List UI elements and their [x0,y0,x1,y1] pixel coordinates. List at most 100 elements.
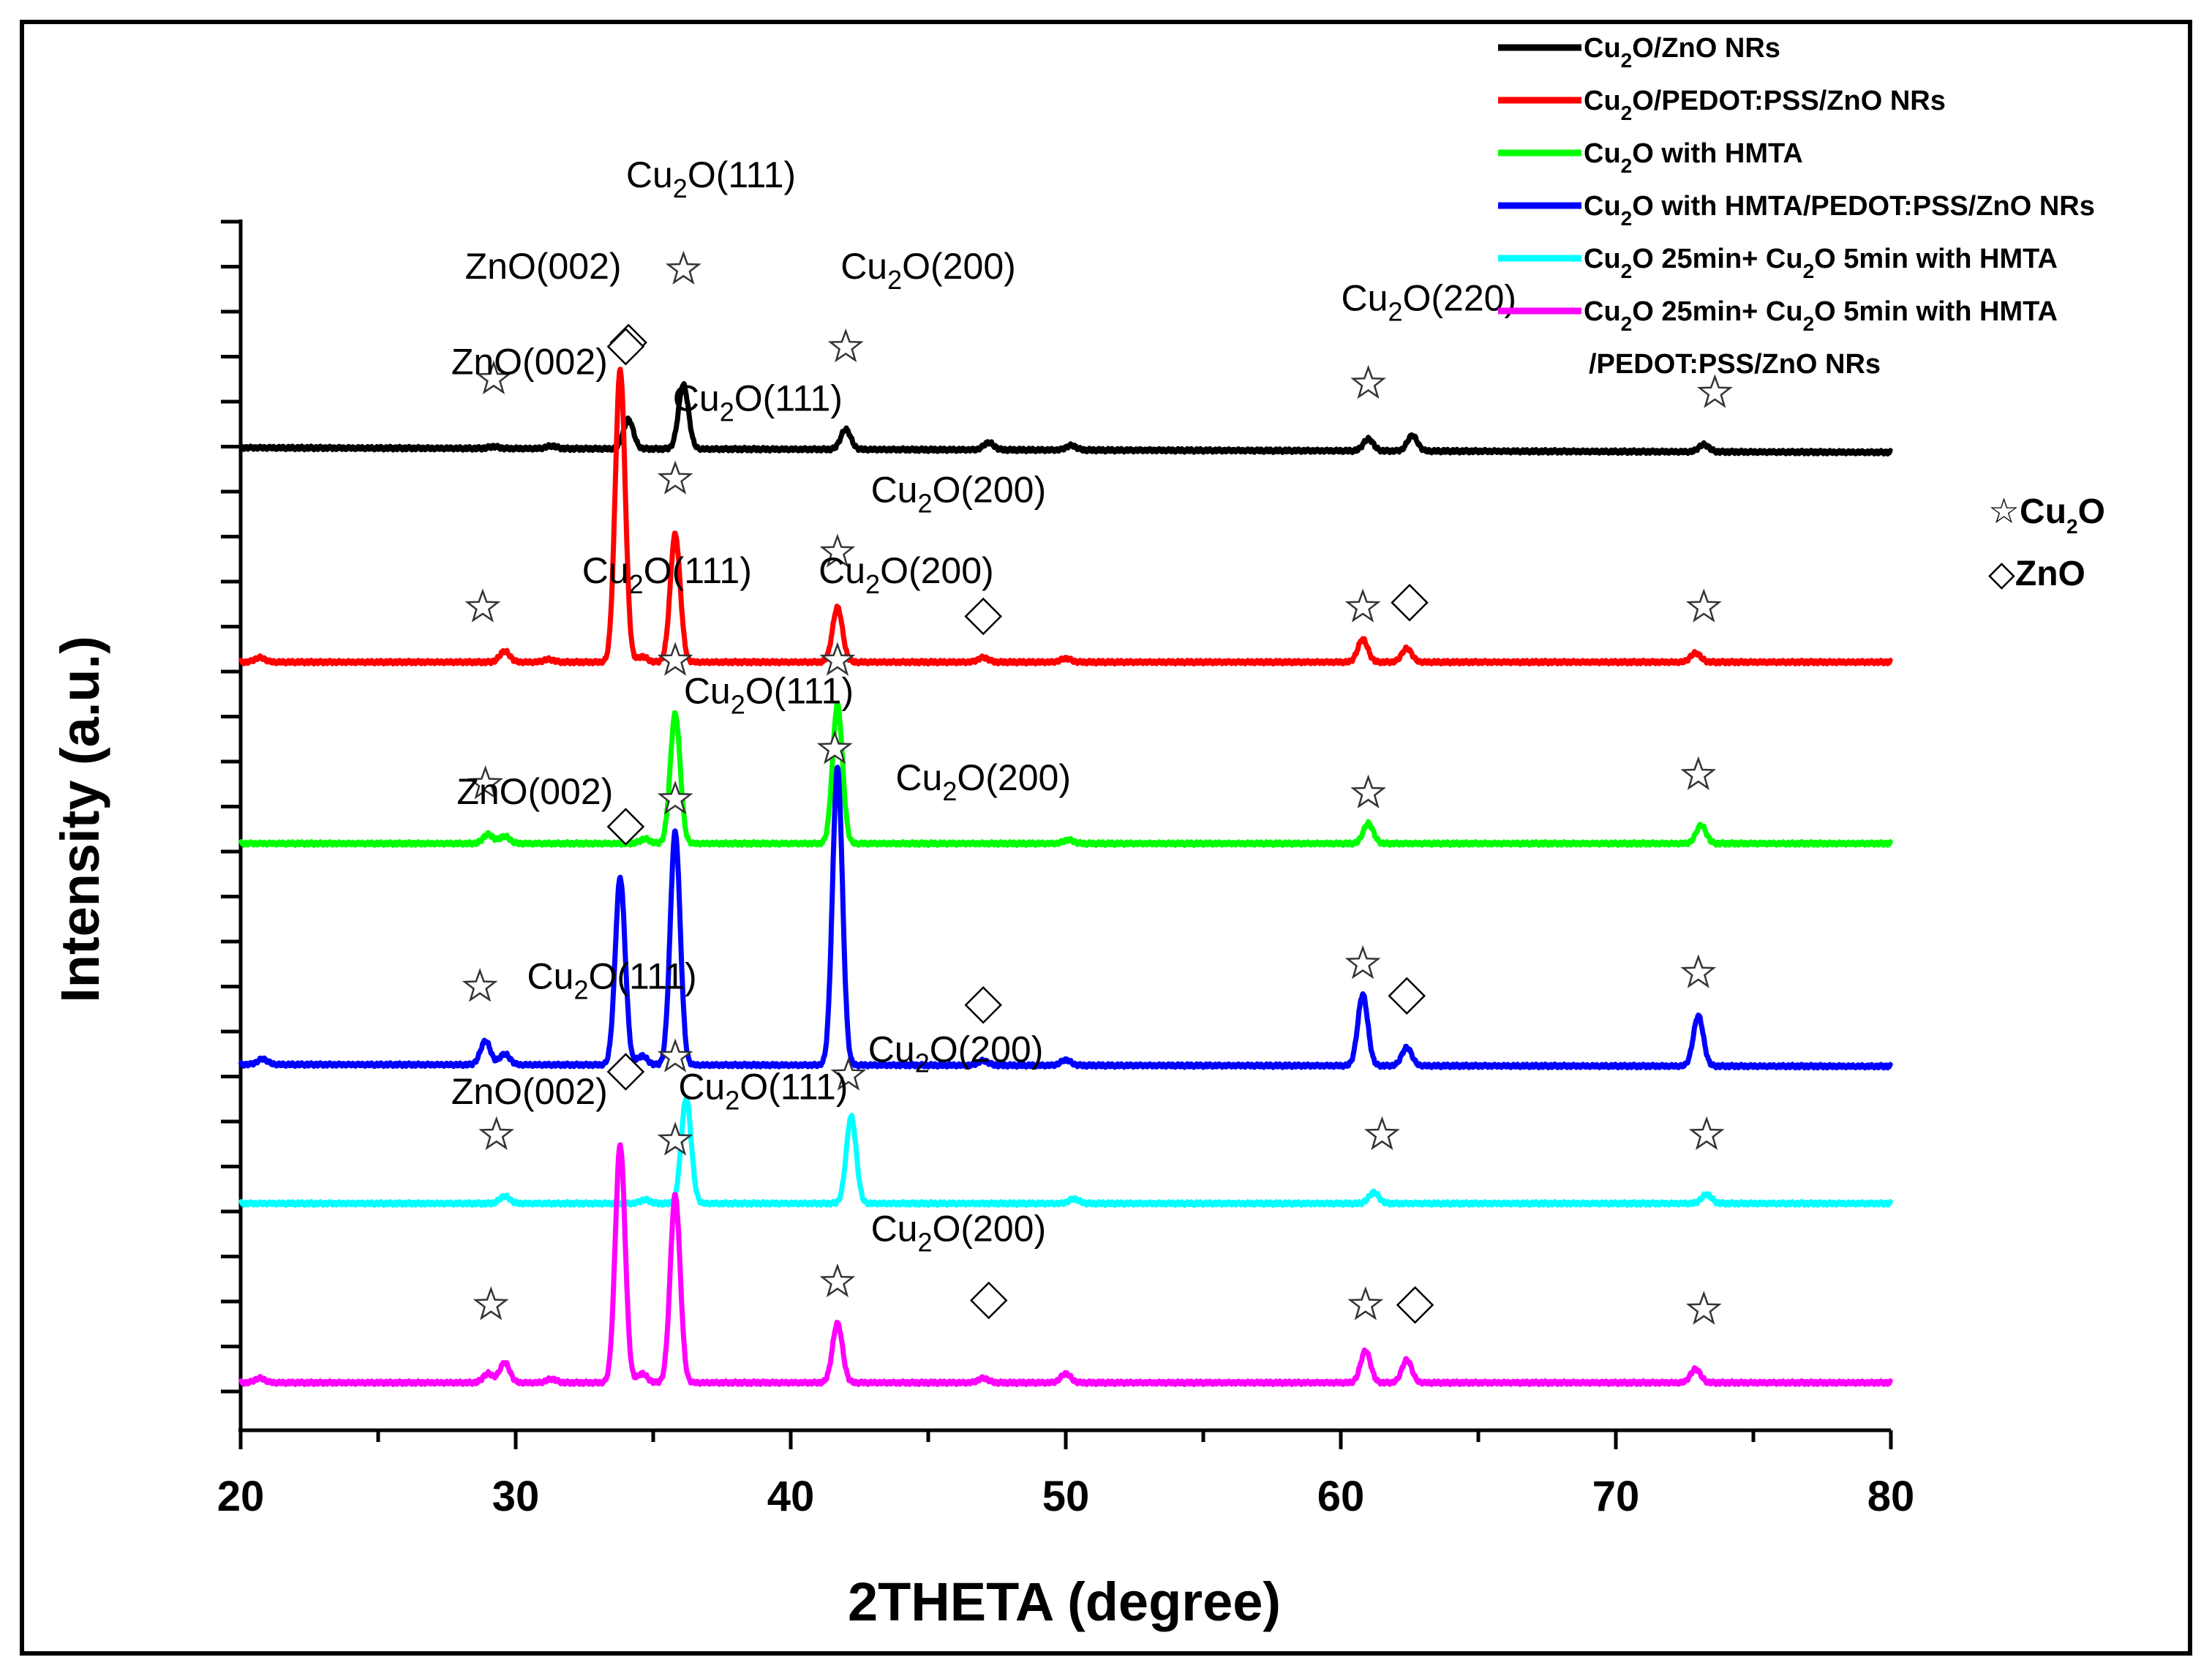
series-line-1 [238,380,1894,457]
legend-label: Cu2O 25min+ Cu2O 5min with HMTA [1584,244,2058,282]
cu2o-star-marker [819,642,856,676]
cu2o-star-marker [657,1038,693,1073]
legend: Cu2O/ZnO NRs Cu2O/PEDOT:PSS/ZnO NRs Cu2O w… [1498,33,2095,380]
cu2o-star-marker [1680,756,1717,790]
cu2o-star-marker [473,1286,509,1321]
x-tick-label: 40 [767,1473,815,1520]
series-line-3 [238,701,1894,848]
series-group [238,367,1894,1387]
y-axis-title: Intensity (a.u.) [50,636,110,1003]
peak-label: Cu2O(200) [819,550,994,599]
cu2o-star-marker [464,588,501,623]
cu2o-star-marker [657,1122,693,1156]
peak-label: Cu2O(111) [684,670,854,719]
peak-annotations: ZnO(002) Cu2O(111) Cu2O(200) Cu2O(220) ZnO(0… [451,154,1516,1258]
peak-label: Cu2O(200) [840,246,1016,295]
series-line-5 [238,1096,1894,1208]
marker-legend: ☆Cu2O ◇ZnO [1988,492,2105,593]
x-tick-label: 30 [492,1473,540,1520]
legend-label-line2: /PEDOT:PSS/ZnO NRs [1589,349,1881,380]
peak-label: Cu2O(200) [871,1208,1047,1257]
series-line-2 [238,367,1894,666]
cu2o-star-marker [1350,364,1386,399]
zno-diamond-marker [606,327,645,366]
cu2o-star-marker [657,460,693,495]
x-tick-label: 70 [1592,1473,1640,1520]
cu2o-star-marker [1688,1116,1725,1150]
peak-label: Cu2O(200) [868,1029,1044,1078]
peak-label: Cu2O(111) [527,955,697,1004]
series-line-4 [238,765,1894,1071]
x-axis-ticks [238,1430,1893,1449]
cu2o-star-marker [1344,588,1381,623]
zno-diamond-marker [606,808,645,846]
cu2o-star-marker [1363,1116,1400,1150]
cu2o-star-marker [462,968,498,1002]
zno-diamond-marker [606,1053,645,1091]
zno-diamond-marker [969,1281,1008,1320]
x-axis-title: 2THETA (degree) [848,1571,1281,1632]
marker-legend-cu2o: ☆Cu2O [1988,492,2105,538]
cu2o-star-marker [1347,1286,1384,1321]
legend-label: Cu2O with HMTA/PEDOT:PSS/ZnO NRs [1584,191,2095,230]
x-tick-label: 20 [217,1473,265,1520]
cu2o-star-marker [478,1116,515,1150]
zno-diamond-marker [964,985,1002,1024]
cu2o-star-marker [657,642,693,676]
x-tick-label: 50 [1042,1473,1090,1520]
cu2o-star-marker [1696,374,1733,408]
y-axis-ticks [221,219,241,1394]
x-axis-tick-labels: 20 30 40 50 60 70 80 [217,1473,1915,1520]
legend-item-5: Cu2O 25min+ Cu2O 5min with HMTA [1498,244,2058,282]
outer-border [20,20,2192,1656]
x-tick-label: 60 [1317,1473,1365,1520]
cu2o-star-marker [665,250,701,285]
marker-legend-zno: ◇ZnO [1988,555,2085,593]
legend-item-6: Cu2O 25min+ Cu2O 5min with HMTA/PEDOT:PS… [1498,296,2058,380]
cu2o-star-marker [475,360,512,394]
peak-label: Cu2O(111) [678,1067,848,1116]
cu2o-star-marker [819,1263,856,1298]
peak-label: Cu2O(200) [871,469,1047,518]
zno-diamond-marker [964,597,1002,636]
cu2o-star-marker [1685,1291,1722,1325]
marker-legend-label: ☆Cu2O [1988,492,2105,538]
peak-label: ZnO(002) [451,341,608,382]
marker-legend-label: ◇ZnO [1988,555,2085,593]
peak-label: Cu2O(111) [626,154,796,203]
zno-diamond-marker [1391,583,1429,622]
cu2o-star-marker [467,765,504,800]
legend-item-4: Cu2O with HMTA/PEDOT:PSS/ZnO NRs [1498,191,2095,230]
peak-label: ZnO(002) [465,246,622,287]
series-line-6 [238,1142,1894,1387]
cu2o-star-marker [819,533,856,568]
legend-label: Cu2O 25min+ Cu2O 5min with HMTA [1584,296,2058,335]
cu2o-star-marker [816,730,853,765]
legend-item-3: Cu2O with HMTA [1498,138,1803,177]
legend-label: Cu2O with HMTA [1584,138,1803,177]
legend-label: Cu2O/PEDOT:PSS/ZnO NRs [1584,86,1946,124]
cu2o-star-marker [1350,774,1387,808]
axes: 20 30 40 50 60 70 80 [217,219,1915,1520]
peak-label: Cu2O(200) [895,757,1071,806]
cu2o-star-marker [1680,954,1717,988]
x-tick-label: 80 [1867,1473,1915,1520]
zno-diamond-marker [1388,977,1426,1015]
peak-label: ZnO(002) [451,1071,608,1112]
legend-label: Cu2O/ZnO NRs [1584,33,1780,72]
legend-item-1: Cu2O/ZnO NRs [1498,33,1780,72]
cu2o-star-marker [657,780,693,815]
cu2o-star-marker [1344,944,1381,980]
peak-label: Cu2O(111) [673,378,843,427]
peak-label: Cu2O(111) [582,550,752,599]
zno-diamond-marker [1396,1285,1434,1324]
peak-label: ZnO(002) [456,771,613,812]
peak-label: Cu2O(220) [1342,278,1517,327]
peak-markers [462,250,1733,1325]
cu2o-star-marker [1685,588,1722,623]
cu2o-star-marker [827,328,864,363]
cu2o-star-marker [830,1056,867,1091]
